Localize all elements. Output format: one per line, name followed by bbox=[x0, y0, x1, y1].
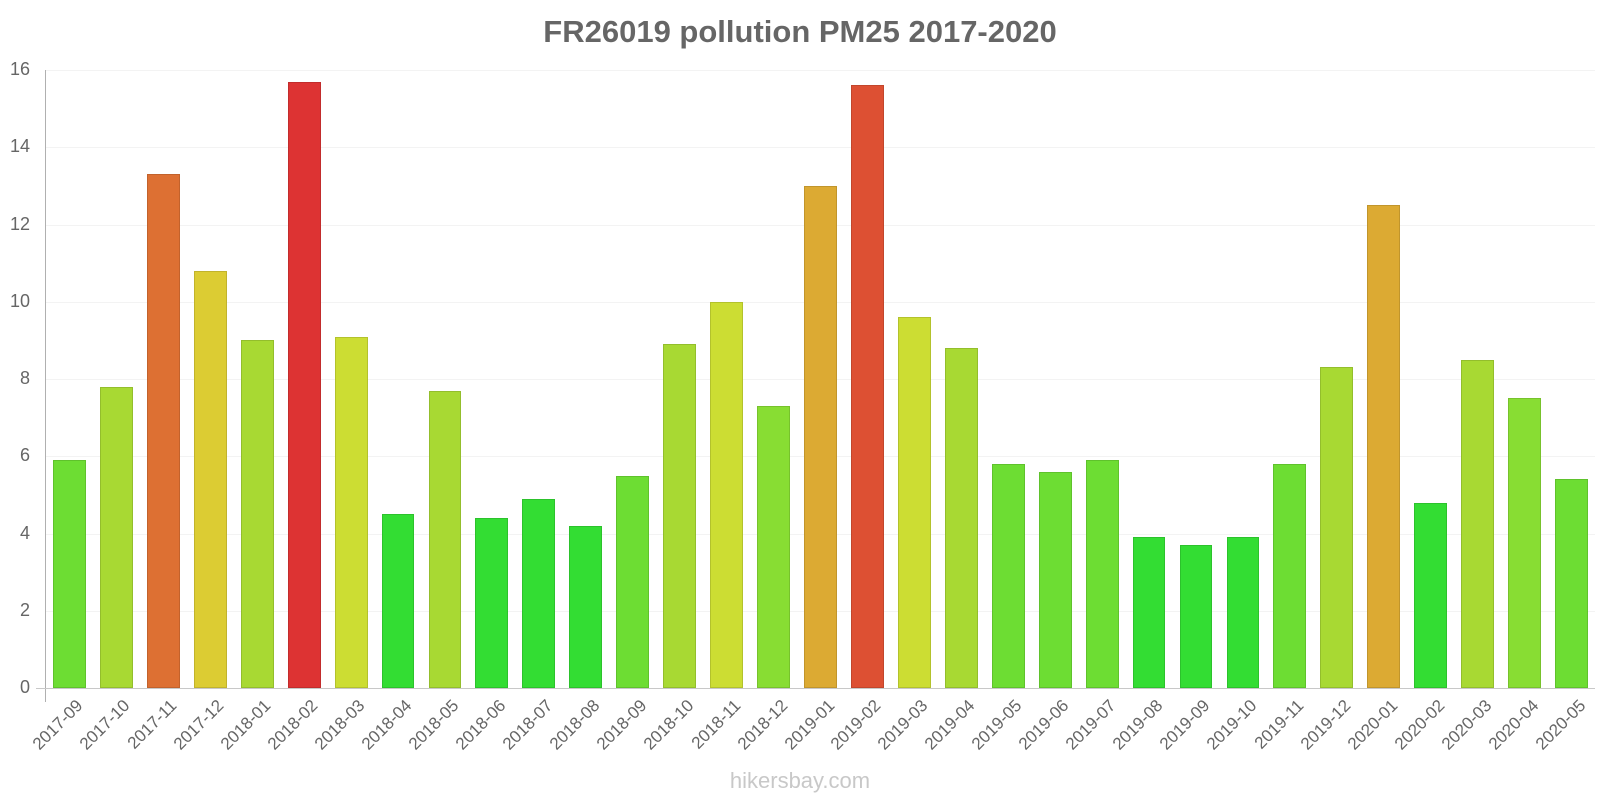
bar-2019-10[interactable] bbox=[1226, 537, 1260, 688]
bar-2019-09[interactable] bbox=[1179, 545, 1213, 688]
bar-2019-07[interactable] bbox=[1085, 460, 1119, 688]
y-tick-label: 14 bbox=[9, 136, 30, 157]
watermark: hikersbay.com bbox=[729, 768, 871, 793]
bar-2018-02[interactable] bbox=[287, 81, 321, 688]
gridline bbox=[46, 147, 1595, 149]
bar-2020-02[interactable] bbox=[1414, 502, 1448, 688]
bar-2019-12[interactable] bbox=[1320, 367, 1354, 688]
bar-2018-05[interactable] bbox=[428, 390, 462, 688]
bar-2018-10[interactable] bbox=[663, 344, 697, 688]
bar-2018-07[interactable] bbox=[522, 498, 556, 688]
bar-2017-10[interactable] bbox=[99, 386, 133, 688]
bar-2018-08[interactable] bbox=[569, 525, 603, 688]
bar-2019-02[interactable] bbox=[851, 85, 884, 688]
bar-2018-03[interactable] bbox=[334, 336, 368, 688]
bar-2018-01[interactable] bbox=[240, 340, 274, 688]
y-tick-label: 16 bbox=[9, 59, 30, 79]
y-tick-label: 0 bbox=[19, 677, 30, 697]
bar-2019-11[interactable] bbox=[1273, 463, 1307, 688]
bar-2018-09[interactable] bbox=[616, 475, 650, 688]
bar-2018-04[interactable] bbox=[381, 514, 415, 688]
bar-2020-01[interactable] bbox=[1367, 205, 1401, 688]
bar-2019-01[interactable] bbox=[804, 185, 837, 688]
y-tick-label: 12 bbox=[9, 213, 30, 234]
bar-2017-09[interactable] bbox=[53, 460, 86, 688]
bar-2020-03[interactable] bbox=[1461, 359, 1495, 688]
x-axis-line bbox=[36, 688, 1595, 689]
chart-title: FR26019 pollution PM25 2017-2020 bbox=[543, 14, 1057, 49]
bar-2019-08[interactable] bbox=[1132, 537, 1166, 688]
y-tick-label: 8 bbox=[19, 368, 30, 388]
plot-area bbox=[46, 70, 1595, 689]
bar-2017-11[interactable] bbox=[146, 174, 180, 688]
y-axis-line bbox=[45, 70, 46, 702]
y-tick-label: 4 bbox=[19, 522, 30, 543]
bar-2020-05[interactable] bbox=[1555, 479, 1588, 688]
bar-2018-06[interactable] bbox=[475, 518, 509, 688]
bar-2019-03[interactable] bbox=[897, 317, 931, 688]
bar-2020-04[interactable] bbox=[1508, 398, 1541, 688]
bar-2017-12[interactable] bbox=[193, 270, 227, 688]
bar-2019-06[interactable] bbox=[1038, 471, 1072, 688]
bar-2018-11[interactable] bbox=[710, 301, 744, 688]
bar-2018-12[interactable] bbox=[757, 406, 790, 688]
bar-2019-04[interactable] bbox=[944, 348, 978, 688]
bar-2019-05[interactable] bbox=[991, 463, 1025, 688]
gridline bbox=[46, 70, 1595, 71]
y-tick-label: 6 bbox=[19, 445, 30, 466]
y-tick-label: 2 bbox=[19, 599, 30, 620]
y-tick-label: 10 bbox=[9, 290, 30, 311]
